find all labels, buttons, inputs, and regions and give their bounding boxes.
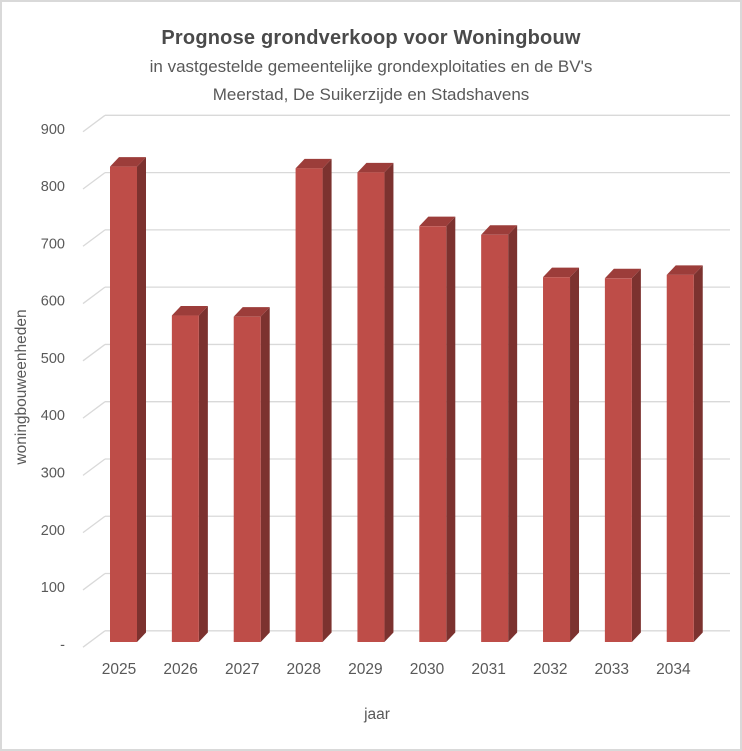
y-tick-label: - [60,637,65,653]
chart-subtitle-line1: in vastgestelde gemeentelijke grondexplo… [149,57,593,76]
x-tick-label: 2028 [287,661,321,678]
x-tick-label: 2032 [533,661,567,678]
gridline-diagonal [82,229,106,247]
gridline-diagonal [82,172,106,190]
x-tick-label: 2027 [225,661,259,678]
bar-top-2027 [233,307,270,317]
x-tick-label: 2031 [471,661,505,678]
chart-subtitle-line2: Meerstad, De Suikerzijde en Stadshavens [212,85,530,104]
chart-title: Prognose grondverkoop voor Woningbouw [161,27,581,49]
bar-side-2027 [260,307,270,642]
chart-subtitle: in vastgestelde gemeentelijke grondexplo… [2,53,740,109]
gridline-diagonal [82,458,106,476]
bar-side-2033 [631,268,641,642]
bar-side-2026 [198,306,208,642]
x-tick-label: 2025 [102,661,136,678]
x-tick-label: 2029 [348,661,382,678]
bar-2029 [357,172,385,642]
bar-top-2031 [481,225,518,235]
bar-side-2025 [137,157,146,642]
title-block: Prognose grondverkoop voor Woningbouw in… [2,2,740,109]
bar-side-2032 [570,267,580,642]
bar-top-2030 [419,216,456,227]
bar-side-2028 [322,158,332,642]
bar-top-2033 [604,268,641,279]
x-tick-label: 2034 [656,661,691,678]
gridline-diagonal [82,401,106,419]
gridline-diagonal [82,515,106,534]
bar-top-2034 [666,265,703,275]
bar-2032 [543,277,571,642]
x-tick-label: 2030 [410,661,445,678]
y-tick-label: 400 [41,408,65,424]
bar-side-2034 [693,265,703,642]
y-tick-label: 800 [41,179,65,195]
bar-2033 [604,278,632,642]
y-tick-label: 500 [41,351,65,367]
bar-top-2032 [543,267,580,278]
bar-2034 [666,274,694,642]
y-axis-title: woningbouweenheden [13,309,30,465]
x-tick-label: 2026 [163,661,197,678]
gridline-diagonal [82,114,106,133]
bar-2026 [171,315,199,642]
bar-2028 [295,168,323,642]
bar-2031 [481,234,509,642]
bar-2025 [110,166,137,642]
x-axis-title: jaar [363,706,390,723]
y-tick-label: 300 [41,465,65,481]
bar-side-2031 [508,225,518,642]
bar-side-2029 [384,162,394,642]
y-tick-label: 100 [41,580,65,596]
bar-side-2030 [446,216,456,642]
gridline-diagonal [82,630,106,648]
gridline-diagonal [82,286,106,305]
y-tick-label: 700 [41,236,65,252]
bar-2030 [419,226,447,642]
bar-2027 [233,316,261,642]
y-tick-label: 900 [41,122,65,138]
bar-top-2028 [295,158,332,169]
bar-top-2025 [110,157,146,167]
y-tick-label: 200 [41,523,65,539]
gridline-diagonal [82,343,106,362]
bar-top-2029 [357,162,394,173]
gridline-diagonal [82,573,106,591]
x-tick-label: 2033 [595,661,629,678]
y-tick-label: 600 [41,294,65,310]
bar-top-2026 [171,306,208,316]
